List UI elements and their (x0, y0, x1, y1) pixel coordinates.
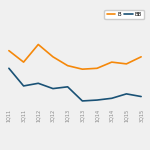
B (81, 68, 83, 70)
B (96, 67, 98, 69)
BB (126, 93, 127, 95)
B (37, 44, 39, 45)
B (140, 56, 142, 58)
B (23, 61, 24, 63)
Legend: B, BB: B, BB (104, 10, 144, 19)
B (126, 63, 127, 65)
BB (81, 100, 83, 102)
BB (8, 67, 10, 69)
BB (96, 99, 98, 101)
BB (111, 97, 113, 99)
B (67, 65, 69, 67)
BB (67, 86, 69, 88)
B (52, 56, 54, 58)
BB (23, 85, 24, 87)
B (8, 50, 10, 52)
BB (37, 82, 39, 84)
BB (52, 88, 54, 90)
Line: BB: BB (9, 68, 141, 101)
BB (140, 96, 142, 98)
B (111, 61, 113, 63)
Line: B: B (9, 44, 141, 69)
